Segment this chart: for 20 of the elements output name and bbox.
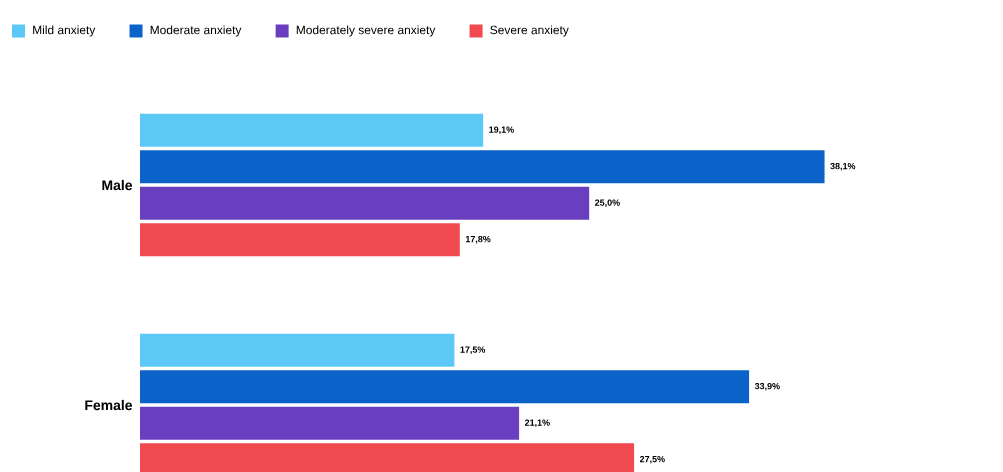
bar bbox=[140, 113, 484, 147]
legend-label: Moderate anxiety bbox=[150, 25, 242, 37]
data-label: 17,8% bbox=[465, 235, 491, 244]
data-label: 21,1% bbox=[524, 419, 550, 428]
bar bbox=[140, 186, 590, 220]
data-label: 38,1% bbox=[830, 162, 856, 171]
data-label: 27,5% bbox=[639, 455, 665, 464]
data-label: 25,0% bbox=[595, 199, 620, 208]
bar bbox=[140, 370, 750, 404]
legend-label: Severe anxiety bbox=[490, 25, 569, 37]
data-label: 33,9% bbox=[754, 382, 780, 391]
legend-label: Mild anxiety bbox=[33, 25, 96, 37]
data-label: 19,1% bbox=[489, 126, 514, 135]
data-label: 17,5% bbox=[460, 346, 486, 355]
y-tick-label: Female bbox=[85, 399, 132, 411]
bar bbox=[140, 150, 825, 184]
y-tick-label: Male bbox=[102, 179, 133, 191]
bar bbox=[140, 333, 455, 367]
legend-label: Moderately severe anxiety bbox=[296, 25, 436, 37]
bar bbox=[140, 406, 520, 440]
